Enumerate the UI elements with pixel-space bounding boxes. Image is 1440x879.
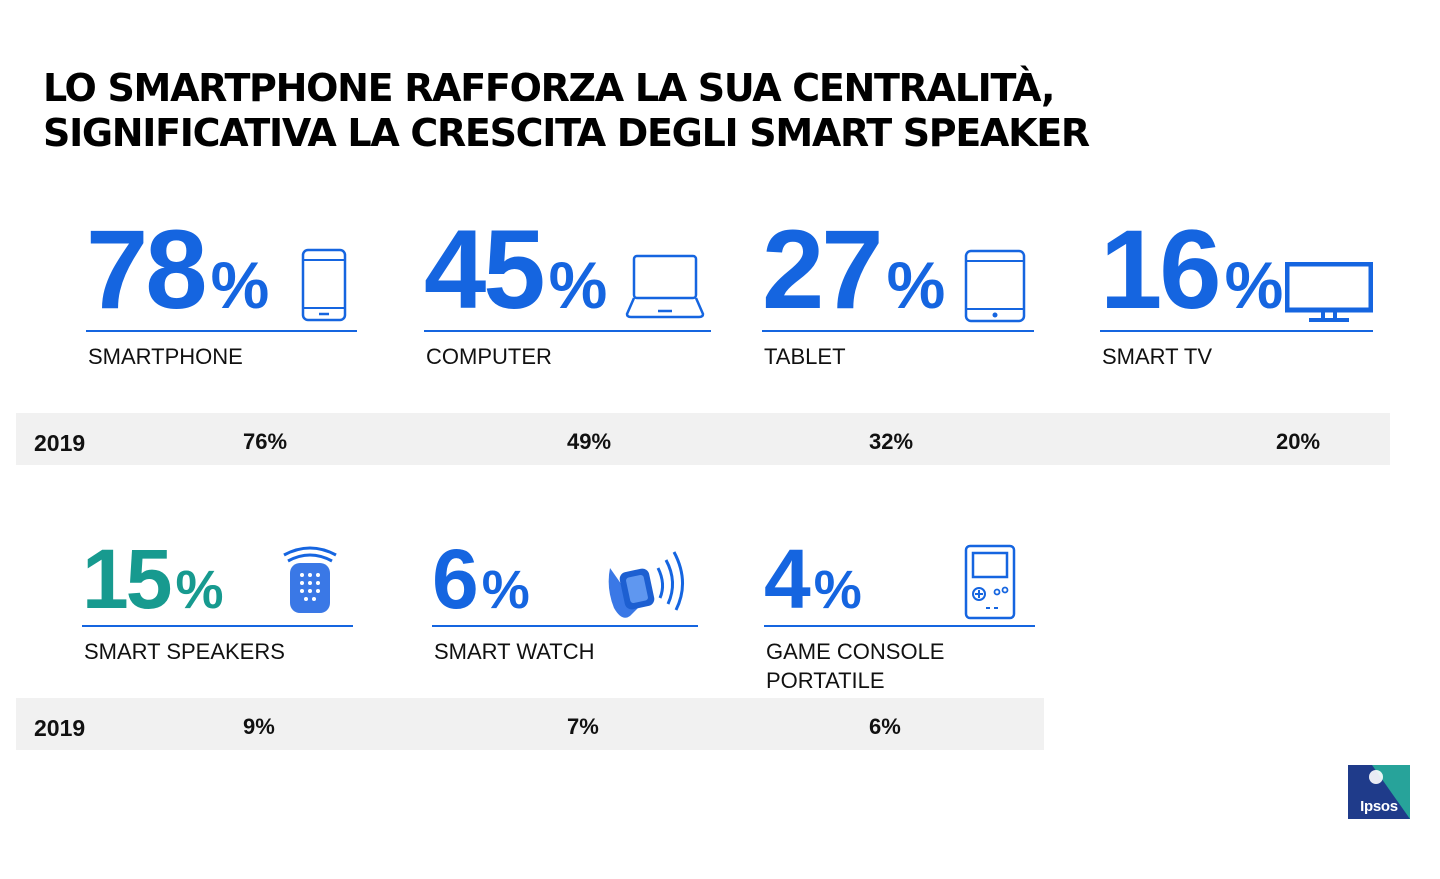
value-2019-computer: 49% (567, 429, 612, 454)
title-line-1: LO SMARTPHONE RAFFORZA LA SUA CENTRALITÀ… (43, 66, 1055, 110)
comparison-2019-row-2: 2019 9% 7% 6% (16, 698, 1044, 750)
stat-underline (86, 330, 357, 332)
stat-smartphone: 78% SMARTPHONE (86, 214, 357, 369)
value-2019-game-console: 6% (869, 714, 901, 739)
value-2019-smart-watch: 7% (567, 714, 599, 739)
value-2019-smart-speakers: 9% (243, 714, 275, 739)
stat-value: 16% (1100, 207, 1284, 332)
value-2019-tablet: 32% (869, 429, 914, 454)
stat-underline (82, 625, 353, 627)
stat-underline (1100, 330, 1373, 332)
stat-label: COMPUTER (426, 344, 552, 369)
comparison-2019-row-1: 2019 76% 49% 32% 20% (16, 413, 1390, 465)
stat-smart-watch: 6% SMART WATCH (432, 532, 698, 664)
stat-underline (432, 625, 698, 627)
stat-label: GAME CONSOLE PORTATILE (766, 637, 944, 695)
laptop-icon (625, 254, 705, 319)
stat-smart-tv: 16% SMART TV (1100, 214, 1373, 369)
smartwatch-icon (608, 551, 684, 618)
value-2019-smart-tv: 20% (1276, 429, 1321, 454)
stat-label: SMART WATCH (434, 639, 595, 664)
year-label: 2019 (34, 430, 86, 456)
year-label: 2019 (34, 715, 86, 741)
stat-value: 4% (764, 532, 862, 626)
smart-speaker-icon (283, 546, 337, 613)
logo-text: Ipsos (1360, 798, 1398, 815)
stat-value: 78% (86, 207, 270, 332)
stat-value: 45% (424, 207, 608, 332)
stat-value: 15% (82, 532, 224, 626)
stat-label: SMARTPHONE (88, 344, 243, 369)
stat-label-line-1: GAME CONSOLE (766, 639, 945, 664)
stat-label: SMART TV (1102, 344, 1213, 369)
stat-underline (424, 330, 711, 332)
stat-label-line-2: PORTATILE (766, 668, 885, 693)
stat-label: SMART SPEAKERS (84, 639, 285, 664)
stat-value: 27% (762, 207, 946, 332)
stat-computer: 45% COMPUTER (424, 214, 711, 369)
stat-tablet: 27% TABLET (762, 214, 1034, 369)
tv-icon (1285, 262, 1373, 322)
stat-underline (762, 330, 1034, 332)
smartphone-icon (301, 248, 347, 322)
tablet-icon (964, 249, 1026, 323)
stat-smart-speakers: 15% SMART SPEAKERS (82, 532, 353, 664)
stat-value: 6% (432, 532, 530, 626)
title-line-2: SIGNIFICATIVA LA CRESCITA DEGLI SMART SP… (43, 111, 1090, 155)
stat-underline (764, 625, 1035, 627)
ipsos-logo: Ipsos (1348, 765, 1410, 819)
stat-label: TABLET (764, 344, 846, 369)
stat-game-console: 4% GAME CONSOLE PORTATILE (764, 532, 1035, 693)
handheld-console-icon (964, 544, 1016, 620)
value-2019-smartphone: 76% (243, 429, 288, 454)
page-title: LO SMARTPHONE RAFFORZA LA SUA CENTRALITÀ… (43, 66, 1090, 156)
